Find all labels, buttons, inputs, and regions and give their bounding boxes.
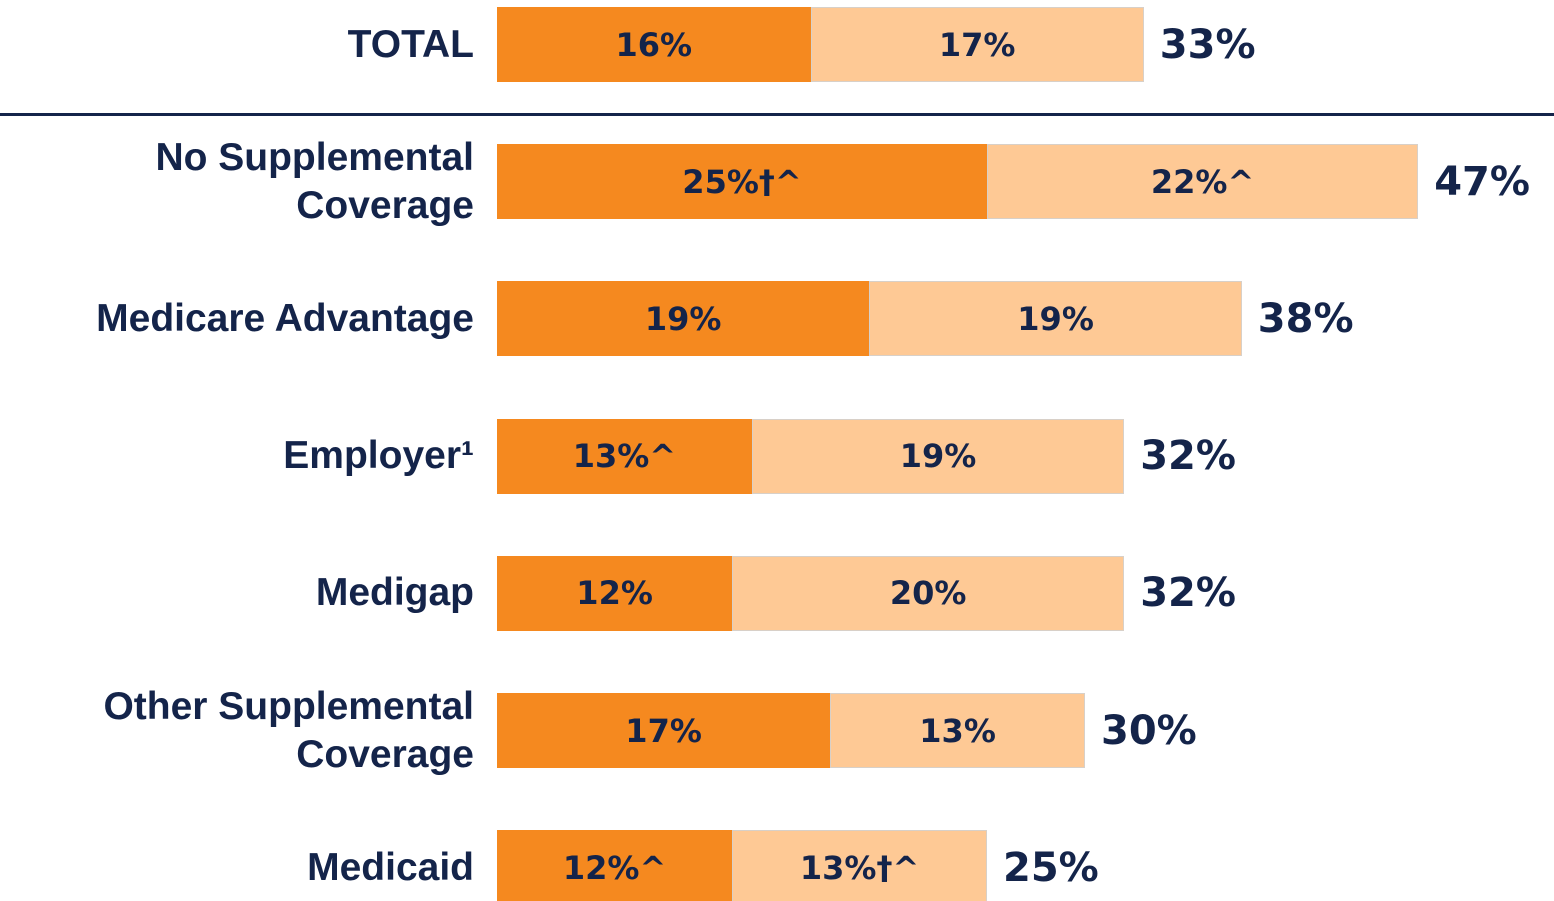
- bar-segment: 12%^: [497, 830, 733, 901]
- data-label: 20%: [889, 574, 967, 613]
- category-label: Other Supplemental Coverage: [103, 684, 474, 776]
- category-label: No Supplemental Coverage: [155, 135, 474, 227]
- bar-segment: 13%: [830, 693, 1085, 768]
- bar-segment: 19%: [869, 281, 1242, 357]
- data-label: 13%†^: [799, 848, 920, 887]
- category-label: Employer¹: [283, 434, 474, 478]
- bar-segment: 19%: [497, 281, 870, 357]
- data-label: 17%: [625, 711, 702, 750]
- total-label: 30%: [1101, 707, 1197, 754]
- data-label: 16%: [615, 25, 693, 64]
- total-label: 25%: [1003, 844, 1099, 891]
- bar-segment: 16%: [497, 7, 811, 82]
- bar-segment: 13%^: [497, 418, 752, 494]
- total-label: 33%: [1159, 21, 1256, 68]
- data-label: 12%: [576, 574, 653, 613]
- data-label: 12%^: [562, 848, 667, 887]
- bar-segment: 17%: [497, 693, 831, 768]
- separator: [0, 113, 1554, 116]
- data-label: 13%^: [572, 437, 677, 476]
- bar-segment: 20%: [732, 555, 1125, 631]
- bar-segment: 17%: [810, 7, 1144, 82]
- data-label: 22%^: [1150, 162, 1255, 201]
- total-label: 32%: [1140, 570, 1236, 617]
- data-label: 19%: [644, 299, 722, 338]
- total-label: 32%: [1140, 433, 1236, 480]
- data-label: 25%†^: [682, 162, 802, 201]
- bar-segment: 19%: [751, 418, 1125, 494]
- category-label: Medicaid: [307, 845, 474, 889]
- bar-segment: 25%†^: [497, 144, 987, 220]
- bar-segment: 22%^: [987, 144, 1419, 220]
- category-label: Medigap: [315, 571, 474, 615]
- total-label: 38%: [1257, 295, 1354, 342]
- category-label: Medicare Advantage: [96, 296, 474, 340]
- total-label: 47%: [1434, 158, 1530, 205]
- bar-segment: 12%: [497, 555, 733, 631]
- data-label: 19%: [1017, 299, 1094, 338]
- data-label: 17%: [938, 25, 1016, 64]
- data-label: 19%: [899, 437, 977, 476]
- category-label: TOTAL: [347, 22, 474, 66]
- bar-segment: 13%†^: [732, 830, 987, 901]
- data-label: 13%: [919, 711, 996, 750]
